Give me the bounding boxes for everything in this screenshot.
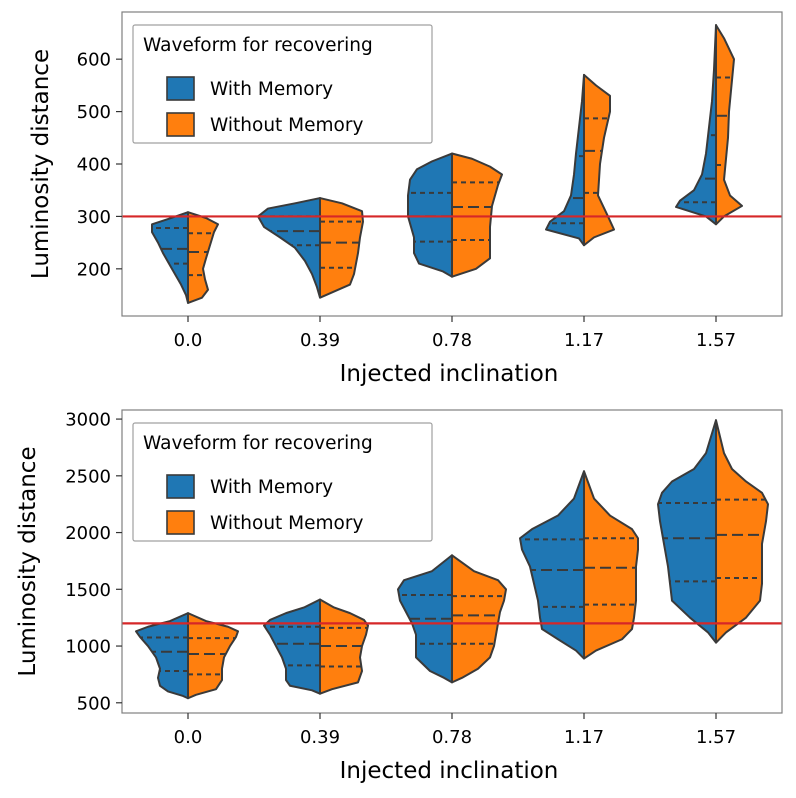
- y-tick-label: 3000: [65, 410, 111, 431]
- x-tick-label: 0.78: [432, 330, 472, 351]
- y-tick-label: 1000: [65, 637, 111, 658]
- legend-swatch: [166, 510, 195, 535]
- legend-swatch: [166, 112, 195, 137]
- violin-half-with-memory: [407, 152, 453, 278]
- y-tick-label: 200: [77, 259, 111, 280]
- legend-swatch: [166, 474, 195, 499]
- legend-label: Without Memory: [210, 115, 363, 136]
- x-tick-label: 0.78: [432, 727, 472, 748]
- legend-label: Without Memory: [210, 513, 363, 534]
- violin-half-with-memory: [257, 197, 321, 299]
- y-tick-label: 600: [77, 50, 111, 71]
- top-violin-panel: 200 300 400 500 600 0.0 0.39 0.78 1.17 1.57 Inject…: [28, 11, 783, 387]
- violin-half-without-memory: [715, 24, 743, 226]
- violin-half-with-memory: [519, 470, 585, 660]
- y-tick-label: 500: [77, 102, 111, 123]
- violin-half-without-memory: [187, 612, 239, 700]
- y-tick-label: 2000: [65, 523, 111, 544]
- x-tick-label: 1.57: [696, 330, 736, 351]
- violin-half-without-memory: [715, 419, 769, 644]
- legend-box: [132, 24, 433, 144]
- violin-half-with-memory: [545, 73, 585, 247]
- legend-box: [132, 422, 433, 542]
- legend: Waveform for recovering With Memory Withou…: [132, 24, 433, 144]
- violin-half-with-memory: [657, 419, 717, 644]
- y-tick-label: 500: [77, 693, 111, 714]
- violin-half-without-memory: [319, 197, 364, 299]
- x-tick-label: 1.17: [564, 330, 604, 351]
- x-tick-label: 1.57: [696, 727, 736, 748]
- y-tick-label: 2500: [65, 466, 111, 487]
- x-tick-label: 0.0: [174, 727, 203, 748]
- x-tick-label: 1.17: [564, 727, 604, 748]
- y-axis-label: Luminosity distance: [28, 49, 54, 279]
- y-tick-label: 400: [77, 155, 111, 176]
- legend-title: Waveform for recovering: [143, 35, 373, 56]
- violin-half-with-memory: [675, 24, 717, 226]
- y-axis-label: Luminosity distance: [15, 446, 41, 676]
- legend-label: With Memory: [210, 477, 333, 498]
- bottom-violin-panel: 500 1000 1500 2000 2500 3000 0.0 0.39 0.78 1.17 1.…: [15, 409, 783, 784]
- x-axis-label: Injected inclination: [340, 361, 559, 387]
- legend-swatch: [166, 76, 195, 101]
- legend-label: With Memory: [210, 79, 333, 100]
- y-tick-label: 300: [77, 207, 111, 228]
- x-axis-label: Injected inclination: [340, 758, 559, 784]
- legend: Waveform for recovering With Memory Withou…: [132, 422, 433, 542]
- y-tick-label: 1500: [65, 580, 111, 601]
- violin-half-with-memory: [151, 211, 189, 304]
- violin-half-without-memory: [583, 470, 639, 660]
- x-tick-label: 0.39: [300, 330, 340, 351]
- x-tick-label: 0.39: [300, 727, 340, 748]
- legend-title: Waveform for recovering: [143, 433, 373, 454]
- violin-half-without-memory: [451, 554, 507, 684]
- violin-half-without-memory: [451, 152, 503, 278]
- x-tick-label: 0.0: [174, 330, 203, 351]
